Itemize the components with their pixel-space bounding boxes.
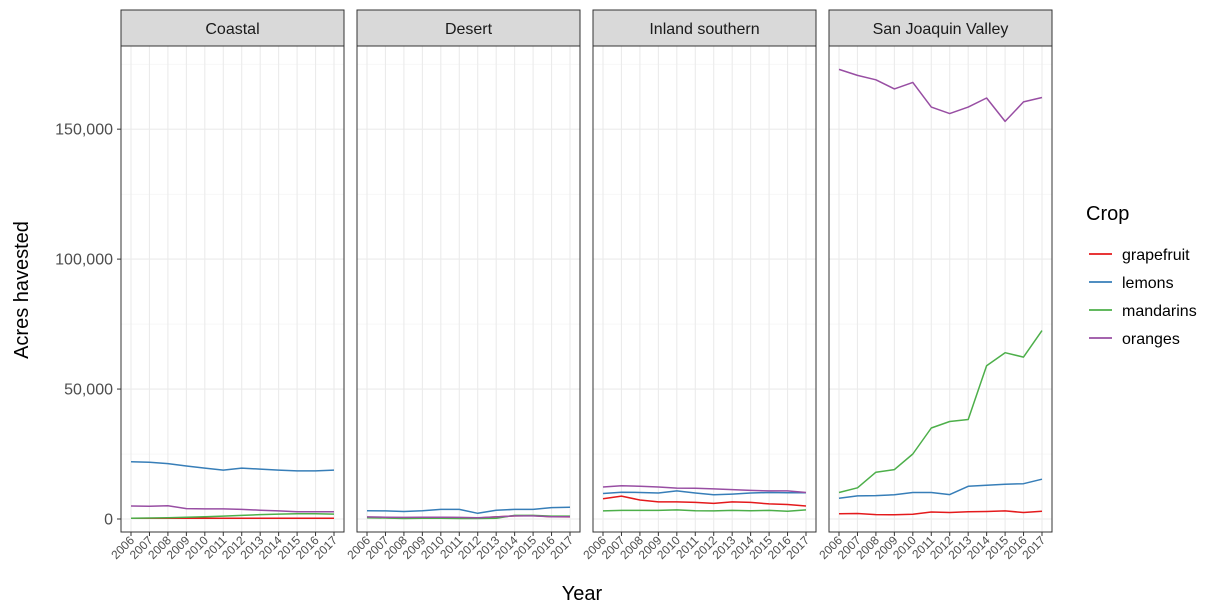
series-line-coastal-mandarins: [130, 513, 335, 519]
panel-plot-area: [121, 46, 344, 532]
panel-border: [828, 45, 1053, 533]
panel-strip-label: Coastal: [205, 21, 259, 38]
panel-strip-label: San Joaquin Valley: [873, 21, 1009, 38]
panel-strip: [592, 9, 817, 47]
series-line-san-joaquin-valley-oranges: [838, 68, 1043, 123]
panel-border: [356, 45, 581, 533]
series-line-inland-southern-mandarins: [602, 509, 807, 512]
legend-item-oranges: oranges: [1089, 331, 1180, 348]
y-axis-title: Acres havested: [11, 221, 33, 359]
y-tick-label: 50,000: [64, 382, 113, 399]
series-line-coastal-lemons: [130, 461, 335, 472]
series-line-inland-southern-lemons: [602, 490, 806, 496]
legend-label: mandarins: [1122, 303, 1197, 320]
legend-item-grapefruit: grapefruit: [1089, 247, 1190, 264]
legend-item-lemons: lemons: [1089, 275, 1174, 292]
series-line-inland-southern-grapefruit: [602, 495, 807, 507]
series-line-inland-southern-oranges: [602, 484, 807, 494]
y-tick-label: 100,000: [55, 252, 113, 269]
y-tick-label: 150,000: [55, 122, 113, 139]
series-line-san-joaquin-valley-grapefruit: [838, 510, 1043, 516]
series-line-desert-lemons: [366, 506, 571, 515]
legend: Crop grapefruit lemons mandarins oranges: [1086, 203, 1197, 348]
panel-strip-label: Desert: [445, 21, 493, 38]
panel-border: [592, 45, 817, 533]
panel-strip: [120, 9, 345, 47]
chart-panels: Coastal200620072008200920102011201220132…: [108, 9, 1053, 562]
y-tick-label: 0: [104, 512, 113, 529]
panel-plot-area: [357, 46, 580, 532]
legend-label: grapefruit: [1122, 247, 1190, 264]
panel-plot-area: [829, 46, 1052, 532]
panel-desert: Desert2006200720082009201020112012201320…: [344, 9, 581, 562]
legend-title: Crop: [1086, 203, 1129, 225]
panel-coastal: Coastal200620072008200920102011201220132…: [108, 9, 345, 562]
series-line-coastal-oranges: [130, 505, 334, 513]
series-line-san-joaquin-valley-lemons: [838, 478, 1043, 499]
x-axis-title: Year: [562, 583, 603, 605]
panel-strip-label: Inland southern: [649, 21, 759, 38]
panel-strip: [356, 9, 581, 47]
panel-inland-southern: Inland southern2006200720082009201020112…: [580, 9, 817, 562]
legend-label: lemons: [1122, 275, 1174, 292]
series-line-san-joaquin-valley-mandarins: [838, 330, 1043, 494]
panel-san-joaquin-valley: San Joaquin Valley2006200720082009201020…: [816, 9, 1053, 562]
panel-plot-area: [593, 46, 816, 532]
panel-border: [120, 45, 345, 533]
legend-label: oranges: [1122, 331, 1180, 348]
panel-strip: [828, 9, 1053, 47]
legend-item-mandarins: mandarins: [1089, 303, 1197, 320]
y-axis: 0 50,000 100,000 150,000: [55, 122, 121, 529]
series-line-desert-oranges: [366, 515, 570, 519]
